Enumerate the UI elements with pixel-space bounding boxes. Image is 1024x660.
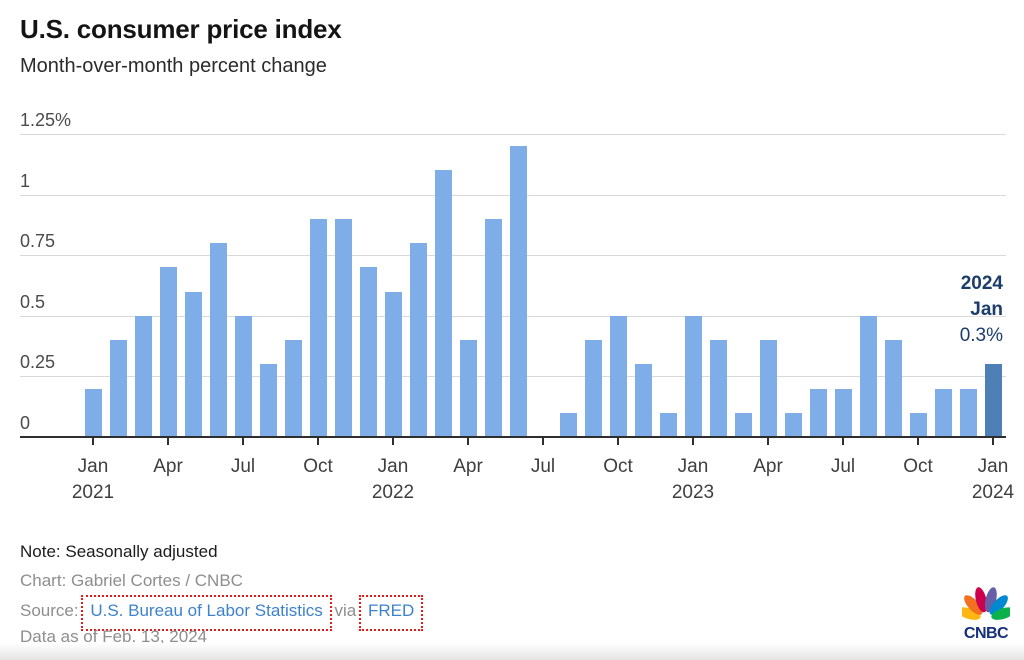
x-axis-month-label: Apr — [753, 456, 783, 477]
x-axis-month-label: Jan — [677, 456, 709, 477]
bar-feb-2022 — [409, 243, 427, 437]
x-axis-tick — [992, 438, 994, 445]
bar-feb-2021 — [109, 340, 127, 437]
y-axis-label: 0.75 — [20, 231, 56, 251]
x-axis-tick — [692, 438, 694, 445]
x-axis-year-label: 2021 — [71, 482, 115, 503]
x-axis-month-label: Jul — [830, 456, 856, 477]
page-title: U.S. consumer price index — [20, 14, 342, 44]
bar-oct-2021 — [309, 219, 327, 437]
bar-oct-2022 — [609, 316, 627, 437]
y-axis-label: 1.25% — [20, 110, 72, 130]
x-axis-year-label: 2023 — [671, 482, 715, 503]
bar-may-2021 — [184, 292, 202, 437]
note-text: Note: Seasonally adjusted — [20, 542, 218, 561]
x-axis-month-label: Oct — [903, 456, 933, 477]
x-axis-line — [20, 436, 1006, 438]
bar-dec-2023 — [959, 389, 977, 437]
bar-aug-2022 — [559, 413, 577, 437]
bar-apr-2023 — [759, 340, 777, 437]
x-axis-tick — [92, 438, 94, 445]
y-axis-label: 0.5 — [20, 292, 46, 312]
annotation-value: 0.3% — [959, 325, 1003, 346]
x-axis-month-label: Jan — [377, 456, 409, 477]
bar-nov-2023 — [934, 389, 952, 437]
cnbc-logo-text: CNBC — [963, 625, 1009, 642]
x-axis-tick — [317, 438, 319, 445]
bar-aug-2021 — [259, 364, 277, 437]
bar-jul-2021 — [234, 316, 252, 437]
source-line: Source: U.S. Bureau of Labor Statistics … — [20, 595, 424, 631]
x-axis-month-label: Apr — [153, 456, 183, 477]
x-axis-month-label: Oct — [303, 456, 333, 477]
cnbc-peacock-icon — [956, 587, 1016, 620]
bar-oct-2023 — [909, 413, 927, 437]
bar-dec-2022 — [659, 413, 677, 437]
x-axis-month-label: Oct — [603, 456, 633, 477]
bar-mar-2022 — [434, 170, 452, 437]
bottom-fade — [0, 643, 1024, 660]
bar-may-2022 — [484, 219, 502, 437]
x-axis-month-label: Jan — [77, 456, 109, 477]
bar-may-2023 — [784, 413, 802, 437]
chart-credit: Chart: Gabriel Cortes / CNBC — [20, 571, 243, 590]
x-axis-year-label: 2024 — [971, 482, 1015, 503]
bar-aug-2023 — [859, 316, 877, 437]
x-axis-month-label: Jul — [530, 456, 556, 477]
annotation-month: Jan — [970, 299, 1003, 320]
x-axis-tick — [167, 438, 169, 445]
bar-jan-2022 — [384, 292, 402, 437]
data-as-of: Data as of Feb. 13, 2024 — [20, 627, 208, 646]
bar-mar-2021 — [134, 316, 152, 437]
bar-jan-2024 — [984, 364, 1002, 437]
x-axis-year-label: 2022 — [371, 482, 415, 503]
x-axis-tick — [392, 438, 394, 445]
bar-feb-2023 — [709, 340, 727, 437]
annotation-year: 2024 — [960, 273, 1003, 294]
bar-nov-2021 — [334, 219, 352, 437]
y-axis-label: 0.25 — [20, 352, 56, 372]
cnbc-logo: CNBC — [956, 583, 1016, 643]
x-axis-tick — [917, 438, 919, 445]
bar-sep-2022 — [584, 340, 602, 437]
bar-jul-2023 — [834, 389, 852, 437]
x-axis-tick — [767, 438, 769, 445]
bar-sep-2023 — [884, 340, 902, 437]
bar-jun-2021 — [209, 243, 227, 437]
bls-link[interactable]: U.S. Bureau of Labor Statistics — [90, 601, 323, 620]
bar-jan-2021 — [84, 389, 102, 437]
fred-link[interactable]: FRED — [367, 601, 415, 620]
bar-jun-2022 — [509, 146, 527, 437]
x-axis-month-label: Apr — [453, 456, 483, 477]
y-axis-label: 1 — [20, 171, 31, 191]
bar-jun-2023 — [809, 389, 827, 437]
x-axis-tick — [617, 438, 619, 445]
x-axis-month-label: Jan — [977, 456, 1009, 477]
x-axis-tick — [242, 438, 244, 445]
source-link1-highlight-box: U.S. Bureau of Labor Statistics — [81, 595, 332, 631]
bar-mar-2023 — [734, 413, 752, 437]
source-link2-highlight-box: FRED — [358, 595, 424, 631]
page-subtitle: Month-over-month percent change — [20, 55, 327, 77]
bar-apr-2021 — [159, 267, 177, 437]
gridline-1.25% — [20, 134, 1006, 135]
source-prefix: Source: — [20, 601, 79, 620]
x-axis-tick — [467, 438, 469, 445]
y-axis-label: 0 — [20, 413, 31, 433]
x-axis-tick — [542, 438, 544, 445]
bar-dec-2021 — [359, 267, 377, 437]
highlight-annotation: 2024 Jan 0.3% — [960, 271, 1003, 349]
bar-apr-2022 — [459, 340, 477, 437]
source-via: via — [334, 601, 357, 620]
x-axis-tick — [842, 438, 844, 445]
bar-jan-2023 — [684, 316, 702, 437]
bar-sep-2021 — [284, 340, 302, 437]
x-axis-month-label: Jul — [230, 456, 256, 477]
bar-nov-2022 — [634, 364, 652, 437]
